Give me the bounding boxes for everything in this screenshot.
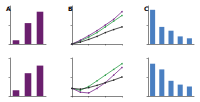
- svg-text:A: A: [6, 5, 11, 12]
- svg-text:C: C: [144, 5, 149, 12]
- svg-text:B: B: [68, 5, 73, 12]
